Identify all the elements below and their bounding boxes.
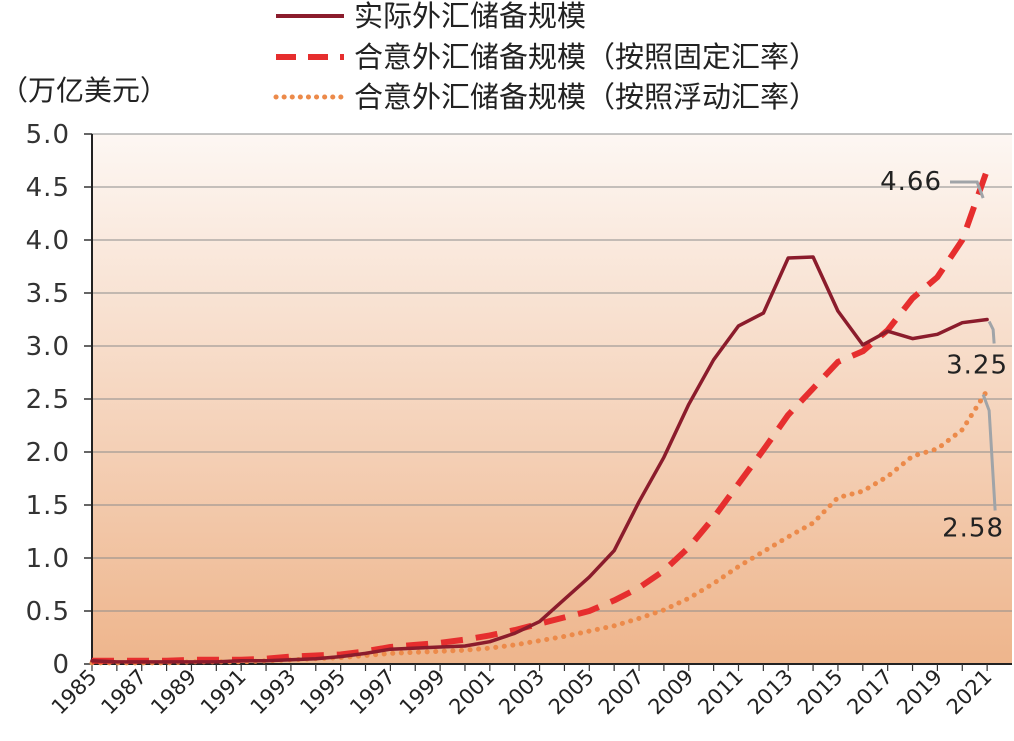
x-tick-label: 1989 bbox=[146, 665, 201, 720]
x-tick-label: 1995 bbox=[295, 665, 350, 720]
series-line-dotted bbox=[89, 388, 990, 666]
x-tick-label: 1997 bbox=[345, 665, 400, 720]
y-tick-label: 2.0 bbox=[26, 438, 70, 468]
y-tick-label: 0 bbox=[52, 650, 70, 680]
x-tick-label: 2019 bbox=[892, 665, 947, 720]
y-tick-label: 4.5 bbox=[26, 173, 70, 203]
x-tick-label: 2013 bbox=[743, 665, 798, 720]
x-tick-label: 2005 bbox=[544, 665, 599, 720]
y-axis-unit-label: （万亿美元） bbox=[0, 74, 168, 107]
series-line-solid bbox=[90, 255, 989, 664]
y-tick-label: 1.0 bbox=[26, 544, 70, 574]
legend-label-floating: 合意外汇储备规模（按照浮动汇率） bbox=[354, 80, 818, 114]
x-tick-label: 1987 bbox=[96, 665, 151, 720]
x-tick-label: 2001 bbox=[445, 665, 500, 720]
legend: 实际外汇储备规模 合意外汇储备规模（按照固定汇率） 合意外汇储备规模（按照浮动汇… bbox=[273, 0, 818, 114]
y-tick-label: 1.5 bbox=[26, 491, 70, 521]
callout-line-actual bbox=[987, 320, 996, 344]
callout-line-floating bbox=[981, 393, 997, 511]
callouts: 4.66 3.25 2.58 bbox=[880, 167, 1008, 544]
annotation-fixed-end-value: 4.66 bbox=[880, 167, 942, 197]
annotation-actual-end-value: 3.25 bbox=[946, 351, 1008, 381]
callout-line-fixed bbox=[950, 180, 985, 199]
x-tick-label: 2021 bbox=[942, 665, 997, 720]
legend-label-actual: 实际外汇储备规模 bbox=[354, 0, 586, 33]
y-tick-label: 3.5 bbox=[26, 279, 70, 309]
x-tick-labels: 1985198719891991199319951997199920012003… bbox=[47, 664, 997, 719]
x-tick-label: 1999 bbox=[395, 665, 450, 720]
y-tick-label: 3.0 bbox=[26, 332, 70, 362]
x-tick-label: 2011 bbox=[693, 665, 748, 720]
y-tick-label: 2.5 bbox=[26, 385, 70, 415]
x-tick-label: 2009 bbox=[644, 665, 699, 720]
y-tick-label: 0.5 bbox=[26, 597, 70, 627]
legend-label-fixed: 合意外汇储备规模（按照固定汇率） bbox=[354, 40, 818, 74]
y-tick-label: 5.0 bbox=[26, 120, 70, 150]
x-tick-label: 2003 bbox=[494, 665, 549, 720]
x-tick-label: 2017 bbox=[842, 665, 897, 720]
y-tick-label: 4.0 bbox=[26, 226, 70, 256]
series-lines bbox=[89, 168, 990, 666]
y-tick-labels: 0 0.5 1.0 1.5 2.0 2.5 3.0 3.5 4.0 4.5 5.0 bbox=[26, 120, 70, 680]
x-tick-label: 1991 bbox=[196, 665, 251, 720]
x-tick-label: 2007 bbox=[594, 665, 649, 720]
axes bbox=[91, 134, 1012, 665]
annotation-floating-end-value: 2.58 bbox=[942, 514, 1004, 544]
x-tick-label: 2015 bbox=[793, 665, 848, 720]
x-tick-label: 1993 bbox=[246, 665, 301, 720]
